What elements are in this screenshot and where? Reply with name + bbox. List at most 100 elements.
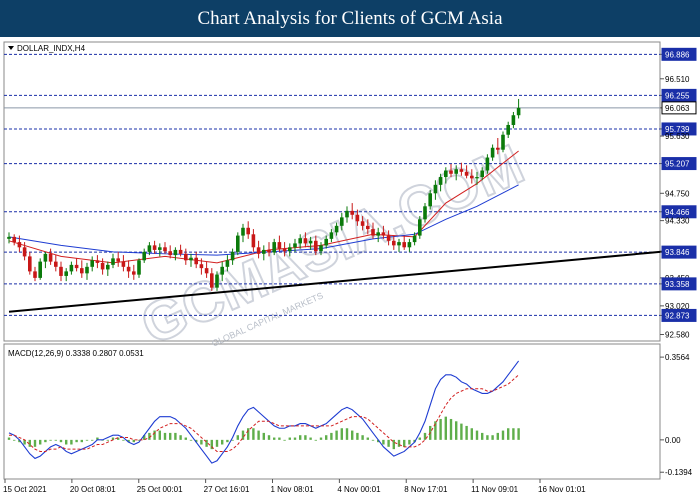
candle <box>28 251 32 275</box>
candle <box>158 243 162 257</box>
candle <box>204 261 209 278</box>
candle <box>397 238 401 252</box>
macd-bar <box>449 418 453 440</box>
macd-bar <box>247 428 250 440</box>
price-tick-label: 96.255 <box>665 91 690 100</box>
macd-bar <box>33 439 37 447</box>
macd-frame <box>3 343 661 480</box>
candle <box>137 258 141 278</box>
macd-bar <box>85 439 89 441</box>
candle <box>459 162 464 176</box>
macd-bar <box>210 439 213 450</box>
candle <box>12 234 16 246</box>
candle <box>433 180 438 200</box>
macd-bar <box>189 439 193 441</box>
macd-bar <box>54 439 57 441</box>
candle <box>230 248 235 265</box>
candle <box>7 232 11 244</box>
price-tick-label: 95.630 <box>665 132 690 141</box>
macd-bar <box>252 428 255 440</box>
macd-bar <box>418 437 421 440</box>
macd-bar <box>387 439 390 447</box>
candle <box>85 262 89 280</box>
macd-bar <box>39 439 42 445</box>
candle <box>142 248 146 263</box>
candle <box>168 245 172 259</box>
macd-label: MACD(12,26,9) 0.3338 0.2807 0.0531 <box>8 349 144 358</box>
macd-bar <box>319 437 323 440</box>
candle <box>298 234 302 249</box>
price-chart[interactable]: GCMASIA.COM GLOBAL CAPITAL MARKETS DOLLA… <box>0 37 700 500</box>
candle <box>43 251 48 269</box>
page-title: Chart Analysis for Clients of GCM Asia <box>0 0 700 37</box>
candle <box>251 229 256 252</box>
price-tick: 94.330 <box>660 217 690 226</box>
price-tick: 96.063 <box>660 101 697 115</box>
time-tick-label: 20 Oct 08:01 <box>70 485 116 494</box>
candle <box>334 222 339 236</box>
macd-bar <box>345 428 349 440</box>
candle <box>267 242 271 257</box>
candle <box>80 260 84 278</box>
candle <box>350 203 354 220</box>
time-axis: 15 Oct 2021 20 Oct 08:01 25 Oct 00:01 27 Oc… <box>3 479 586 494</box>
candle <box>106 261 110 276</box>
candle <box>95 255 100 269</box>
candle <box>303 232 308 248</box>
time-tick-label: 1 Nov 08:01 <box>271 485 315 494</box>
macd-bar <box>7 437 11 440</box>
macd-bar <box>65 439 68 445</box>
macd-bar <box>470 428 473 440</box>
candle <box>90 256 94 272</box>
macd-bar <box>283 439 286 441</box>
macd-bar <box>392 439 395 450</box>
price-tick: 95.207 <box>660 157 697 171</box>
macd-bar <box>96 437 99 440</box>
price-tick-label: 94.750 <box>665 189 690 198</box>
price-tick-label: 95.739 <box>665 125 690 134</box>
macd-bar <box>439 418 442 440</box>
candle <box>64 268 68 282</box>
candle <box>449 164 453 178</box>
macd-bar <box>481 432 484 440</box>
macd-bar <box>444 416 447 440</box>
price-tick-label: 96.510 <box>665 75 690 84</box>
candle <box>371 222 375 239</box>
macd-bar <box>179 435 182 440</box>
price-tick-label: 96.063 <box>665 104 690 113</box>
candle <box>59 261 63 282</box>
macd-bar <box>28 439 31 447</box>
candle <box>402 235 406 250</box>
macd-bar <box>59 439 63 443</box>
macd-bar <box>496 432 499 440</box>
macd-bar <box>423 432 427 440</box>
candle <box>48 248 53 265</box>
macd-bar <box>299 435 302 440</box>
candle <box>126 260 131 278</box>
macd-histogram <box>7 416 520 450</box>
macd-bar <box>132 439 135 443</box>
macd-bar <box>127 439 130 443</box>
time-tick-label: 27 Oct 16:01 <box>204 485 250 494</box>
candlesticks <box>7 98 521 291</box>
candle <box>355 209 360 226</box>
macd-bar <box>351 430 354 440</box>
candle <box>438 173 443 192</box>
price-tick: 93.846 <box>660 245 697 259</box>
time-tick-label: 4 Nov 00:01 <box>337 485 381 494</box>
macd-bar <box>413 439 416 443</box>
macd-bar <box>356 432 359 440</box>
candle <box>308 236 313 250</box>
candle <box>412 232 417 246</box>
macd-bar <box>377 439 380 443</box>
macd-bar <box>512 428 515 440</box>
symbol-dropdown-icon[interactable] <box>8 46 14 50</box>
macd-bar <box>158 430 161 440</box>
macd-bar <box>205 439 208 447</box>
macd-bar <box>486 435 489 440</box>
candle <box>194 251 198 269</box>
signal-line <box>9 374 519 452</box>
macd-bar <box>460 423 463 440</box>
candle <box>282 242 287 257</box>
trendline <box>8 247 696 313</box>
